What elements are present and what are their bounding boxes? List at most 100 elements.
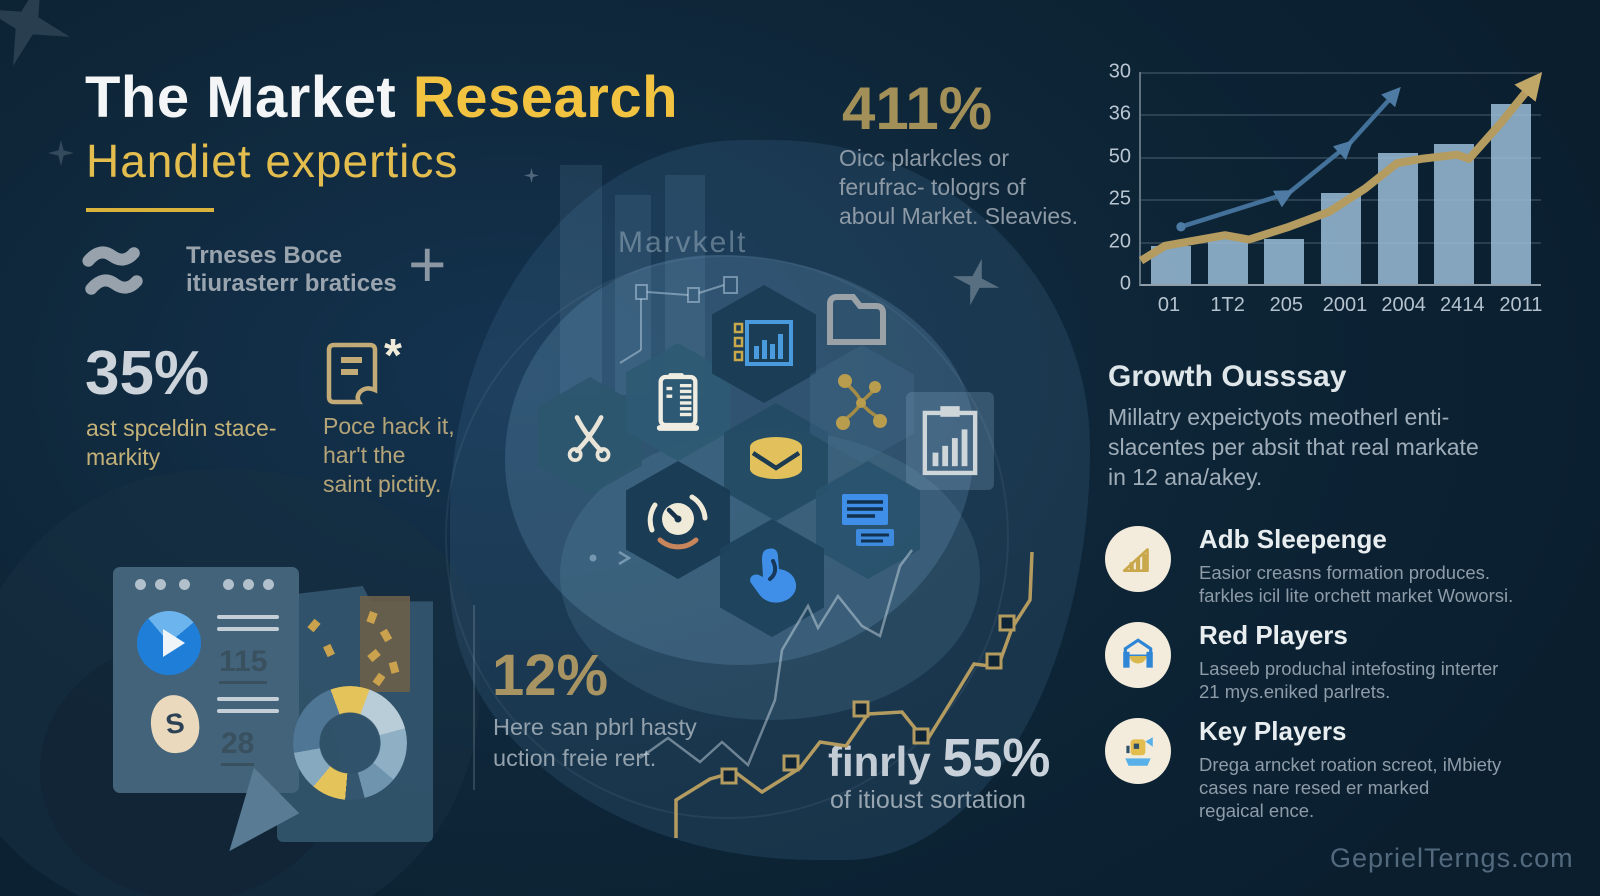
squiggle-brand-icon xyxy=(69,233,156,318)
background-bar xyxy=(615,195,651,395)
asterisk-icon: * xyxy=(384,329,402,381)
stat-12-line: uction freie rert. xyxy=(493,745,657,771)
document-note-line: har't the xyxy=(323,442,406,468)
watermark: GeprielTerngs.com xyxy=(1330,843,1574,873)
text-line-decor xyxy=(217,627,279,631)
stat-35-line: markity xyxy=(86,444,161,470)
growth-body-line: Millatry expeictyots meotherl enti- xyxy=(1108,404,1450,430)
chart-bar xyxy=(1207,237,1248,284)
hand-icon xyxy=(750,548,797,603)
decor-line xyxy=(473,605,475,790)
document-note-icon xyxy=(322,340,386,413)
play-triangle-icon xyxy=(163,629,185,657)
chart-bar xyxy=(1490,103,1531,284)
play-button-icon xyxy=(137,611,201,675)
database-icon xyxy=(750,437,802,479)
text-line-decor xyxy=(217,615,279,619)
panel-metric-top: 115 xyxy=(219,645,268,684)
player-title: Key Players xyxy=(1199,716,1347,746)
chart-bar xyxy=(1264,239,1305,284)
chart-y-tick: 36 xyxy=(1108,102,1131,125)
stat-411-line: ferufrac- tologrs of xyxy=(839,174,1026,200)
window-dot xyxy=(135,579,146,590)
stat-411-description: Oicc plarkcles or ferufrac- tologrs of a… xyxy=(839,144,1078,231)
chart-y-labels: 30 36 50 25 20 0 xyxy=(1103,61,1135,295)
chart-y-tick: 25 xyxy=(1108,187,1131,210)
donut-chart-illustration xyxy=(293,686,407,800)
growth-body-line: in 12 ana/akey. xyxy=(1108,464,1263,490)
chart-x-labels: 01 1T2 205 2001 2004 2414 2011 xyxy=(1139,294,1551,317)
player-icon-badge xyxy=(1105,718,1171,784)
chart-x-tick: 2001 xyxy=(1322,294,1368,316)
list-item-adb-sleepenge: Adb Sleepenge Easior creasns formation p… xyxy=(1105,524,1565,607)
stat-55-description: of itioust sortation xyxy=(830,786,1026,814)
window-dot xyxy=(263,579,274,590)
chart-bar xyxy=(1434,144,1475,284)
scissors-icon xyxy=(567,415,611,462)
chart-x-tick: 01 xyxy=(1157,294,1181,316)
player-icon-badge xyxy=(1105,622,1171,688)
stat-55-prefix: finrly xyxy=(828,738,943,785)
player-body-line: cases nare resed er marked xyxy=(1199,777,1430,798)
background-bar xyxy=(560,165,602,395)
chart-y-tick: 30 xyxy=(1108,60,1131,83)
chart-x-tick: 205 xyxy=(1269,294,1303,316)
chart-blue-line xyxy=(1176,86,1401,232)
player-body-line: Drega arncket roation screot, iMbiety xyxy=(1199,754,1502,775)
player-title: Adb Sleepenge xyxy=(1199,524,1387,554)
folder-icon xyxy=(827,294,886,345)
sparkle-star-icon xyxy=(48,140,74,166)
sparkle-star-icon xyxy=(0,0,84,80)
clipboard-patch xyxy=(906,392,994,490)
stat-12-description: Here san pbrl hasty uction freie rert. xyxy=(493,712,697,774)
growth-section-heading: Growth Ousssay xyxy=(1108,360,1347,393)
brand-tagline-line1: Trneses Boce xyxy=(186,242,343,269)
stat-35-description: ast spceldin stace- markity xyxy=(86,414,276,472)
title-underline xyxy=(86,208,214,212)
page-subtitle: Handiet expertics xyxy=(86,135,459,187)
building-icon xyxy=(656,373,700,431)
chart-x-tick: 1T2 xyxy=(1210,294,1245,316)
player-title: Red Players xyxy=(1199,620,1348,650)
stat-35-line: ast spceldin stace- xyxy=(86,415,277,441)
chart-lines-overlay xyxy=(1138,72,1543,265)
stat-411-line: aboul Market. Sleavies. xyxy=(839,203,1079,229)
stat-55: finrly 55% xyxy=(828,727,1050,789)
clipboard-chart-icon xyxy=(922,406,978,476)
brand-tagline-line2: itiurasterr bratices xyxy=(186,270,397,297)
window-dot xyxy=(179,579,190,590)
player-body-line: Easior creasns formation produces. xyxy=(1199,562,1490,583)
bar-chart-document-icon xyxy=(733,320,793,366)
sparkle-star-icon xyxy=(524,168,539,183)
chart-gold-line xyxy=(1138,72,1543,265)
ghost-watermark-label: Marvkelt xyxy=(618,226,748,259)
player-body-line: 21 mys.eniked parlrets. xyxy=(1199,681,1391,702)
window-dot xyxy=(223,579,234,590)
growth-bars-icon xyxy=(1122,548,1149,572)
document-note-line: Poce hack it, xyxy=(323,413,455,439)
network-nodes-icon xyxy=(836,374,887,430)
page-title: The Market Research xyxy=(85,64,678,131)
chart-x-tick: 2004 xyxy=(1381,294,1426,316)
title-part-yellow: Research xyxy=(412,65,678,130)
player-icon-badge xyxy=(1105,526,1171,592)
stat-411-value: 411% xyxy=(842,75,993,142)
panel-metric-bottom: 28 xyxy=(221,727,255,766)
player-body-line: regaical ence. xyxy=(1199,800,1315,821)
text-line-decor xyxy=(217,709,279,713)
stat-35-value: 35% xyxy=(85,339,210,408)
stat-55-value: 55% xyxy=(942,728,1051,788)
stat-12-line: Here san pbrl hasty xyxy=(493,714,697,740)
chart-plot xyxy=(1138,72,1543,286)
list-item-red-players: Red Players Laseeb produchal intefosting… xyxy=(1105,620,1565,703)
growth-section-body: Millatry expeictyots meotherl enti- slac… xyxy=(1108,402,1479,492)
chart-x-tick: 2414 xyxy=(1440,294,1485,316)
trophy-stand-icon xyxy=(1125,737,1153,766)
plus-icon: + xyxy=(408,227,447,301)
player-body-line: Laseeb produchal intefosting interter xyxy=(1199,658,1499,679)
chart-y-tick: 0 xyxy=(1119,272,1131,295)
brand-tagline: Trneses Boce itiurasterr bratices xyxy=(186,242,397,298)
player-body-line: farkles icil lite orchett market Woworsi… xyxy=(1199,585,1514,606)
chart-gridline xyxy=(1141,284,1541,286)
